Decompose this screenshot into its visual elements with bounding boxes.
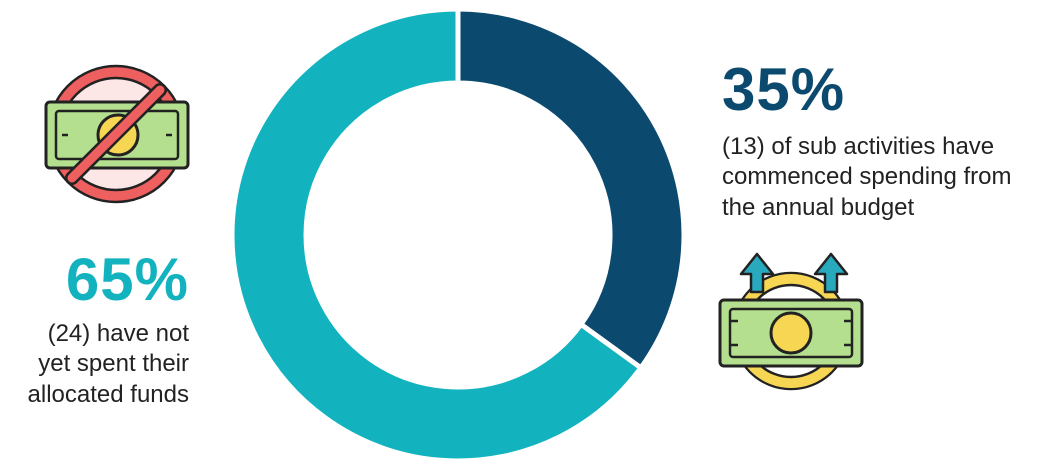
money-growth-icon (718, 252, 864, 391)
description-line: commenced spending from (722, 163, 1012, 191)
description-line: allocated funds (27, 380, 189, 408)
description-line: the annual budget (722, 193, 915, 221)
description-line: (13) of sub activities have (722, 133, 995, 160)
description-line: (24) have not (47, 320, 189, 347)
percent-label-commenced: 35% (722, 56, 846, 123)
donut-slice-commenced (455, 6, 687, 372)
no-money-icon (44, 64, 190, 204)
donut-slice-not-spent (229, 6, 645, 459)
donut-slices (229, 6, 687, 459)
percent-label-not-spent: 65% (65, 246, 189, 313)
description-not-spent: (24) have not yet spent their allocated … (0, 319, 189, 410)
description-line: yet spent their (38, 350, 189, 378)
description-commenced: (13) of sub activities have commenced sp… (722, 132, 1046, 223)
